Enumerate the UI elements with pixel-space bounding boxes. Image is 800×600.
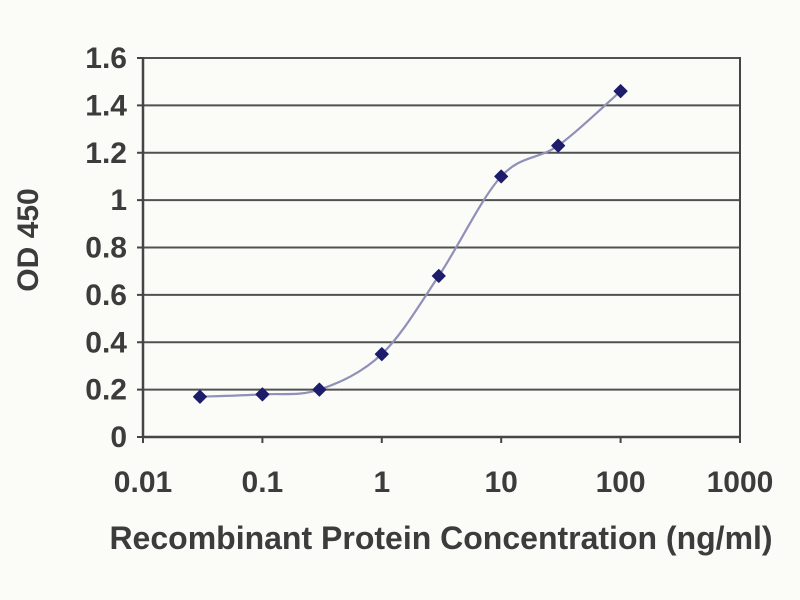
- y-tick-label: 1.4: [85, 89, 127, 122]
- data-point-marker: [613, 84, 628, 99]
- x-tick-label: 10: [485, 466, 518, 499]
- y-axis-tick-labels: 0 0.2 0.4 0.6 0.8 1 1.2 1.4 1.6: [85, 42, 127, 454]
- y-axis-title: OD 450: [12, 188, 45, 291]
- y-tick-label: 0: [110, 421, 127, 454]
- y-tick-label: 0.6: [85, 279, 127, 312]
- y-tick-label: 1.2: [85, 137, 127, 170]
- data-point-marker: [255, 387, 270, 402]
- y-tick-label: 0.4: [85, 326, 127, 359]
- x-axis-tick-labels: 0.01 0.1 1 10 100 1000: [114, 466, 774, 499]
- gridlines: [143, 57, 740, 391]
- data-point-marker: [551, 138, 566, 153]
- x-tick-label: 1: [373, 466, 390, 499]
- x-axis-title: Recombinant Protein Concentration (ng/ml…: [109, 520, 772, 556]
- y-tick-label: 1.6: [85, 42, 127, 75]
- series-line: [199, 90, 622, 398]
- data-point-marker: [374, 347, 389, 362]
- x-axis-ticks: [142, 437, 741, 443]
- y-axis-ticks: [137, 57, 143, 438]
- y-tick-label: 0.2: [85, 374, 127, 407]
- x-tick-label: 0.1: [242, 466, 284, 499]
- data-point-marker: [192, 389, 207, 404]
- y-tick-label: 1: [110, 184, 127, 217]
- x-tick-label: 0.01: [114, 466, 172, 499]
- data-point-marker: [494, 169, 509, 184]
- x-tick-label: 1000: [707, 466, 774, 499]
- data-point-marker: [431, 268, 446, 283]
- y-tick-label: 0.8: [85, 232, 127, 265]
- data-point-marker: [312, 382, 327, 397]
- data-series: [192, 84, 628, 404]
- x-tick-label: 100: [596, 466, 646, 499]
